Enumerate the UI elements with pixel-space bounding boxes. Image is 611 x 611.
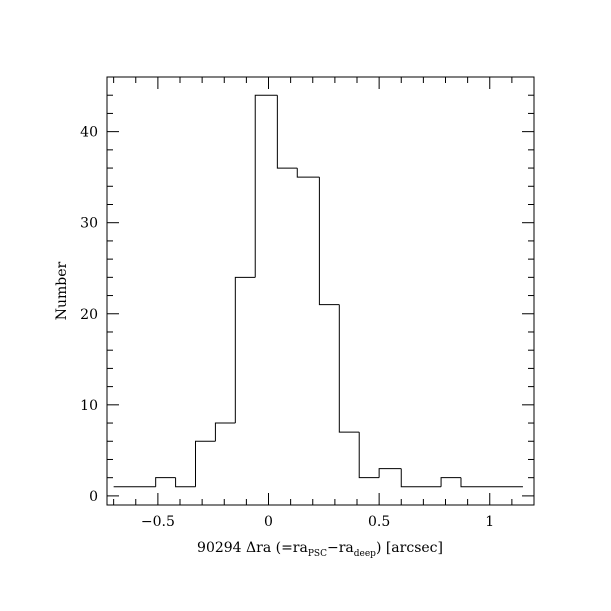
histogram-bin (234, 276, 256, 424)
histogram-bin (338, 304, 360, 433)
y-axis-title: Number (54, 261, 70, 320)
histogram-steps (113, 94, 523, 488)
plot-frame (106, 76, 535, 506)
histogram-bin (440, 477, 461, 487)
histogram-bin (358, 432, 380, 479)
histogram-bin (318, 177, 340, 306)
y-tick-label: 40 (80, 125, 98, 141)
x-tick-label: 1 (485, 514, 494, 530)
y-tick-label: 10 (80, 398, 98, 414)
histogram-bin (378, 468, 402, 478)
y-tick-label: 20 (80, 307, 98, 323)
histogram-bin (155, 477, 176, 487)
histogram-bin (175, 477, 196, 488)
histogram-bin (194, 440, 216, 487)
histogram-bin (276, 95, 298, 169)
x-tick-label: 0.5 (368, 514, 390, 530)
histogram-bin (296, 168, 320, 178)
histogram-bin (460, 477, 523, 488)
histogram-bin (254, 94, 278, 278)
y-tick-label: 0 (89, 489, 98, 505)
histogram-bin (400, 468, 442, 488)
x-tick-label: −0.5 (141, 514, 175, 530)
y-tick-label: 30 (80, 216, 98, 232)
x-tick-label: 0 (264, 514, 273, 530)
axis-ticks (107, 76, 535, 505)
x-axis-title: 90294 Δra (=raPSC−radeep) [arcsec] (197, 540, 443, 559)
histogram-bin (214, 422, 236, 442)
